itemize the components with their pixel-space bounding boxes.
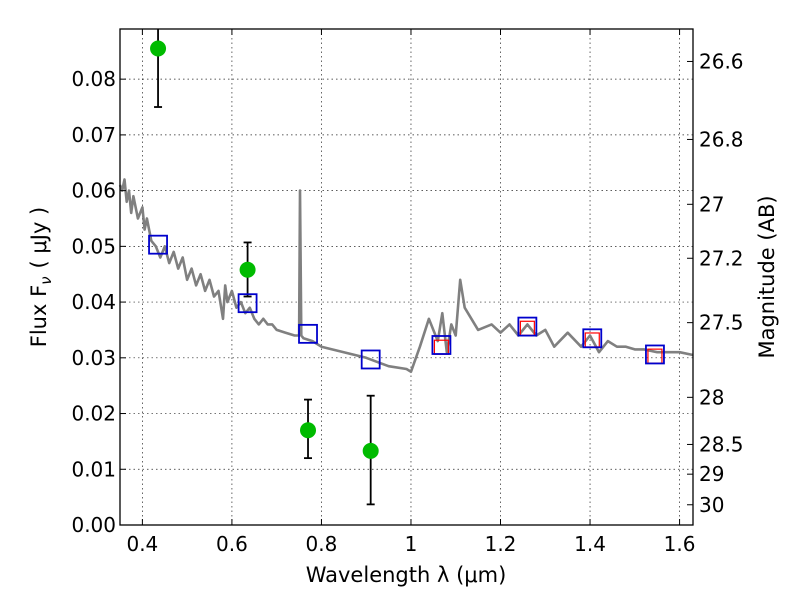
y2-tick-label: 27.2 [699,246,744,270]
y2-tick-label: 26.6 [699,49,744,73]
y-tick-label: 0.00 [71,513,116,537]
x-tick-label: 0.6 [216,532,248,556]
model-flux-square [517,316,538,337]
y2-tick-label: 29 [699,462,724,486]
x-tick-label: 1.2 [485,532,517,556]
x-axis-ticks: 0.4 0.6 0.8 1 1.2 1.4 1.6 [126,29,695,556]
observed-flux-point [150,40,167,57]
model-flux-square [645,344,665,365]
plot-frame [119,28,694,526]
x-axis-label: Wavelength λ (μm) [306,563,507,587]
y2-axis-ticks: 26.6 26.8 27 27.2 27.5 28 28.5 29 30 [687,49,744,517]
observed-flux-point [362,442,379,459]
y-tick-label: 0.02 [71,402,116,426]
y2-tick-label: 27 [699,192,724,216]
y-tick-label: 0.07 [71,123,116,147]
x-tick-label: 1.4 [574,532,606,556]
y-tick-label: 0.04 [71,290,116,314]
y2-tick-label: 30 [699,493,724,517]
model-flux-square [582,328,603,349]
y-tick-label: 0.03 [71,346,116,370]
y2-axis-label: Magnitude (AB) [755,195,779,358]
y-tick-label: 0.05 [71,234,116,258]
x-tick-label: 1.6 [664,532,696,556]
y2-tick-label: 27.5 [699,311,744,335]
x-tick-label: 1 [405,532,418,556]
model-flux-square [431,335,452,355]
model-flux-square [360,349,381,370]
model-flux-square [298,323,318,344]
y-tick-label: 0.08 [71,67,116,91]
observed-flux-point [300,422,317,439]
observed-flux-point [239,261,256,278]
y2-tick-label: 28.5 [699,432,744,456]
x-tick-label: 0.8 [306,532,338,556]
y-axis-label: Flux Fν ( μJy ) [27,207,55,348]
y-axis-ticks: 0.00 0.01 0.02 0.03 0.04 0.05 0.06 0.07 0.08 [71,67,126,537]
grid-lines [120,29,693,526]
model-flux-square [237,293,258,314]
y-axis-label-unit: ( μJy ) [27,207,51,269]
y-tick-label: 0.06 [71,179,116,203]
x-tick-label: 0.4 [126,532,158,556]
y-tick-label: 0.01 [71,457,116,481]
y2-tick-label: 26.8 [699,127,744,151]
model-flux-square [148,234,168,255]
y2-tick-label: 28 [699,385,724,409]
y-axis-label-sub: ν [37,276,55,284]
series-layer [118,29,694,506]
model-spectrum-line [118,178,694,374]
y-axis-label-main: Flux F [27,285,51,347]
